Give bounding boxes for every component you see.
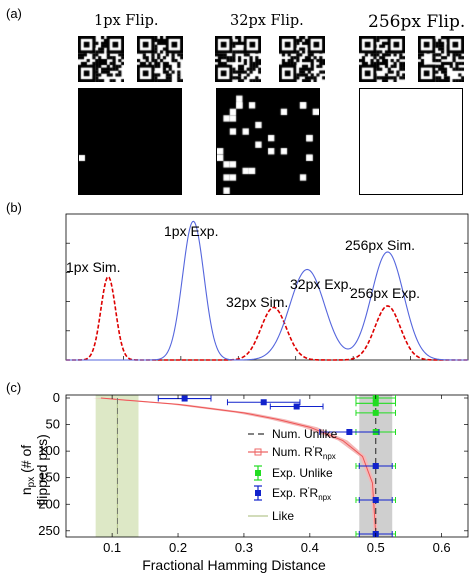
reference-lines xyxy=(116,398,377,534)
legend-exp-rr-label: Exp. R'Rnpx xyxy=(272,486,331,502)
x-tick-label: 0.4 xyxy=(301,540,319,555)
qr-pattern-reference xyxy=(215,36,261,82)
panel-c-label: (c) xyxy=(6,380,22,395)
legend-num-unlike-label: Num. Unlike xyxy=(272,427,338,441)
distribution-plot-frame xyxy=(65,213,469,361)
legend-num-rr-marker xyxy=(254,448,262,456)
exp-unlike-point-marker xyxy=(372,409,379,416)
exp-distribution-curve xyxy=(66,220,468,361)
qr-pattern-reference xyxy=(78,36,124,82)
panel-b-label: (b) xyxy=(6,200,22,215)
y-axis-label: npx (# of flipped pxs) xyxy=(18,434,50,506)
x-tick-label: 0.5 xyxy=(367,540,385,555)
y-tick-label: 150 xyxy=(38,470,60,485)
y-tick-label: 200 xyxy=(38,496,60,511)
exp-rr-point-marker xyxy=(372,497,379,503)
legend-num-rr-label: Num. R'Rnpx xyxy=(272,445,336,461)
hamming-plot-frame xyxy=(65,394,469,538)
annot-256px-sim: 256px Sim. xyxy=(345,237,415,253)
flip-title-256px: 256px Flip. xyxy=(368,12,466,32)
xor-difference-image-32px xyxy=(216,88,320,195)
hamming-distance-plot: 0.1 0.2 0.3 0.4 0.5 0.6 0 50 100 150 200 250 Num. U… xyxy=(18,390,469,573)
y-tick-label: 0 xyxy=(53,390,60,405)
sim-distribution-curve xyxy=(66,275,468,361)
flip-title-32px: 32px Flip. xyxy=(230,13,304,29)
exp-unlike-point-marker xyxy=(372,400,379,407)
legend-like-label: Like xyxy=(272,509,294,523)
exp-rr-point-marker xyxy=(293,403,300,410)
num-rr-band xyxy=(93,397,378,535)
x-axis-label: Fractional Hamming Distance xyxy=(142,557,326,573)
flip-title-1px: 1px Flip. xyxy=(94,13,159,29)
annot-1px-sim: 1px Sim. xyxy=(66,259,120,275)
exp-rr-point-marker xyxy=(346,429,353,435)
y-tick-label: 100 xyxy=(38,443,60,458)
qr-pattern-flipped xyxy=(137,36,183,82)
hamming-plot-ticks: 0.1 0.2 0.3 0.4 0.5 0.6 0 50 100 150 200 250 xyxy=(38,390,468,555)
qr-pattern-reference xyxy=(359,36,405,82)
shaded-ranges xyxy=(95,395,393,537)
x-tick-label: 0.3 xyxy=(235,540,253,555)
distribution-plot: 1px Exp. 1px Sim. 32px Exp. 32px Sim. 25… xyxy=(65,213,469,361)
qr-pattern-flipped xyxy=(418,36,464,82)
legend-exp-unlike-label: Exp. Unlike xyxy=(272,466,333,480)
qr-pattern-flipped xyxy=(279,36,325,82)
legend: Num. Unlike Num. R'Rnpx Exp. Unlike Exp.… xyxy=(248,427,338,523)
xor-difference-image-1px xyxy=(78,88,182,195)
x-tick-label: 0.1 xyxy=(103,540,121,555)
num-rr-curve xyxy=(100,397,377,535)
panel-a-label: (a) xyxy=(6,6,22,21)
x-tick-label: 0.6 xyxy=(433,540,451,555)
svg-text:npx (# of: npx (# of xyxy=(18,445,37,495)
exp-rr-point-marker xyxy=(260,399,267,406)
y-tick-label: 50 xyxy=(46,417,60,432)
legend-exp-rr-marker xyxy=(255,490,261,496)
xor-difference-image-256px xyxy=(359,88,463,195)
annot-32px-sim: 32px Sim. xyxy=(226,294,288,310)
svg-text:flipped pxs): flipped pxs) xyxy=(34,434,50,506)
exp-rr-point-marker xyxy=(181,395,188,402)
y-tick-label: 250 xyxy=(38,523,60,538)
exp-rr-point-marker xyxy=(372,463,379,469)
annot-1px-exp: 1px Exp. xyxy=(164,223,218,239)
legend-exp-unlike-marker xyxy=(255,470,261,476)
annot-32px-exp: 32px Exp. xyxy=(290,276,352,292)
annot-256px-exp: 256px Exp. xyxy=(350,285,420,301)
x-tick-label: 0.2 xyxy=(169,540,187,555)
